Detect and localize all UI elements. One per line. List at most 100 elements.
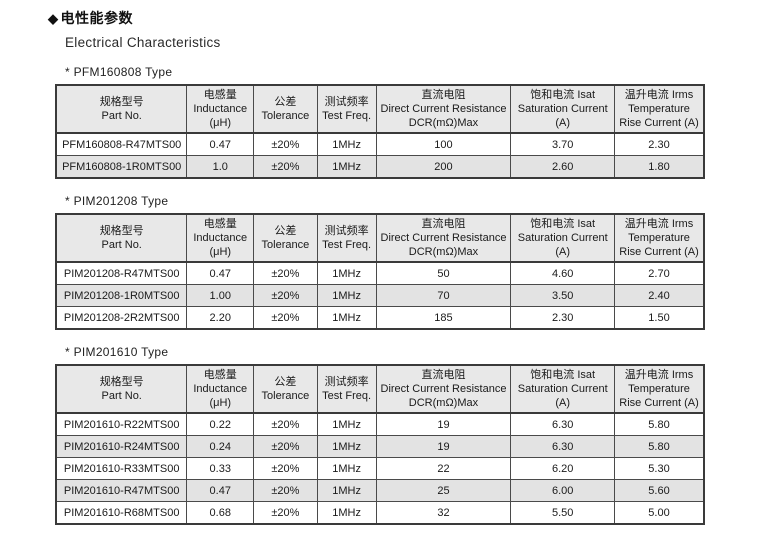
- cell-isat: 6.00: [510, 479, 616, 502]
- header-line: Part No.: [101, 110, 142, 122]
- header-line: 测试频率: [324, 376, 369, 388]
- cell-irms: 2.40: [614, 284, 705, 307]
- column-header-irms: 温升电流 Irms Temperature Rise Current (A): [614, 364, 705, 414]
- header-row: 规格型号 Part No. 电感量 Inductance (μH) 公差 Tolerance…: [55, 84, 705, 134]
- header-line: Saturation Current: [517, 383, 608, 395]
- page-subtitle: Electrical Characteristics: [65, 35, 221, 50]
- header-line: 公差: [274, 225, 297, 237]
- cell-tolerance: ±20%: [253, 501, 318, 525]
- cell-irms: 5.80: [614, 435, 705, 458]
- cell-part_no: PFM160808-1R0MTS00: [55, 155, 188, 179]
- header-line: Tolerance: [261, 390, 310, 402]
- cell-isat: 6.20: [510, 457, 616, 480]
- table-row: PIM201610-R47MTS00 0.47 ±20% 1MHz 25 6.00 5.60: [55, 479, 705, 502]
- column-header-irms: 温升电流 Irms Temperature Rise Current (A): [614, 84, 705, 134]
- cell-part_no: PIM201610-R22MTS00: [55, 412, 188, 436]
- cell-test_freq: 1MHz: [316, 479, 377, 502]
- cell-dcr: 19: [375, 412, 512, 436]
- cell-part_no: PIM201208-2R2MTS00: [55, 306, 188, 330]
- header-line: 温升电流 Irms: [624, 369, 694, 381]
- column-header-isat: 饱和电流 Isat Saturation Current (A): [510, 84, 616, 134]
- cell-irms: 1.80: [614, 155, 705, 179]
- header-line: Temperature: [628, 383, 690, 395]
- column-header-irms: 温升电流 Irms Temperature Rise Current (A): [614, 213, 705, 263]
- tables-container: * PFM160808 Type 规格型号 Part No. 电感量 Inductanc…: [48, 65, 766, 525]
- cell-tolerance: ±20%: [253, 457, 318, 480]
- header-line: Saturation Current: [517, 232, 608, 244]
- cell-tolerance: ±20%: [253, 132, 318, 156]
- table-row: PIM201610-R24MTS00 0.24 ±20% 1MHz 19 6.30 5.80: [55, 435, 705, 458]
- cell-isat: 2.60: [510, 155, 616, 179]
- header-line: Rise Current (A): [619, 397, 699, 409]
- header-line: (μH): [209, 397, 232, 409]
- section-label: * PIM201610 Type: [65, 345, 169, 359]
- column-header-part_no: 规格型号 Part No.: [55, 364, 188, 414]
- cell-isat: 5.50: [510, 501, 616, 525]
- header-line: (A): [555, 117, 571, 129]
- cell-dcr: 25: [375, 479, 512, 502]
- cell-isat: 2.30: [510, 306, 616, 330]
- header-line: 规格型号: [99, 96, 144, 108]
- header-line: (A): [555, 246, 571, 258]
- cell-part_no: PIM201610-R47MTS00: [55, 479, 188, 502]
- cell-tolerance: ±20%: [253, 435, 318, 458]
- cell-test_freq: 1MHz: [316, 306, 377, 330]
- header-line: 测试频率: [324, 225, 369, 237]
- cell-dcr: 50: [375, 261, 512, 285]
- cell-irms: 1.50: [614, 306, 705, 330]
- header-line: Rise Current (A): [619, 246, 699, 258]
- header-line: (μH): [209, 246, 232, 258]
- cell-isat: 6.30: [510, 412, 616, 436]
- cell-inductance: 0.33: [186, 457, 255, 480]
- cell-tolerance: ±20%: [253, 412, 318, 436]
- cell-test_freq: 1MHz: [316, 132, 377, 156]
- cell-test_freq: 1MHz: [316, 412, 377, 436]
- spec-table: 规格型号 Part No. 电感量 Inductance (μH) 公差 Tolerance…: [55, 213, 705, 330]
- header-line: 温升电流 Irms: [624, 218, 694, 230]
- column-header-tolerance: 公差 Tolerance: [253, 364, 318, 414]
- cell-inductance: 2.20: [186, 306, 255, 330]
- cell-dcr: 22: [375, 457, 512, 480]
- cell-tolerance: ±20%: [253, 306, 318, 330]
- column-header-dcr: 直流电阻 Direct Current Resistance DCR(mΩ)Max: [375, 213, 512, 263]
- cell-isat: 3.50: [510, 284, 616, 307]
- column-header-part_no: 规格型号 Part No.: [55, 213, 188, 263]
- cell-irms: 2.70: [614, 261, 705, 285]
- header-line: 公差: [274, 96, 297, 108]
- diamond-icon: ◆: [48, 11, 59, 26]
- cell-dcr: 19: [375, 435, 512, 458]
- header-line: Test Freq.: [322, 110, 372, 122]
- table-row: PIM201610-R68MTS00 0.68 ±20% 1MHz 32 5.50 5.00: [55, 501, 705, 525]
- header-line: 测试频率: [324, 96, 369, 108]
- cell-irms: 2.30: [614, 132, 705, 156]
- cell-irms: 5.80: [614, 412, 705, 436]
- header-line: Part No.: [101, 239, 142, 251]
- table-section-0: * PFM160808 Type 规格型号 Part No. 电感量 Inductanc…: [55, 65, 766, 179]
- column-header-test_freq: 测试频率 Test Freq.: [316, 84, 377, 134]
- cell-isat: 6.30: [510, 435, 616, 458]
- cell-tolerance: ±20%: [253, 284, 318, 307]
- header-line: 公差: [274, 376, 297, 388]
- header-line: Tolerance: [261, 110, 310, 122]
- header-line: (μH): [209, 117, 232, 129]
- cell-test_freq: 1MHz: [316, 501, 377, 525]
- header-line: Saturation Current: [517, 103, 608, 115]
- header-line: 温升电流 Irms: [624, 89, 694, 101]
- cell-inductance: 0.24: [186, 435, 255, 458]
- cell-part_no: PFM160808-R47MTS00: [55, 132, 188, 156]
- table-row: PIM201208-2R2MTS00 2.20 ±20% 1MHz 185 2.30 1.5…: [55, 306, 705, 330]
- page-title: ◆ 电性能参数: [48, 8, 766, 28]
- cell-tolerance: ±20%: [253, 261, 318, 285]
- table-row: PFM160808-1R0MTS00 1.0 ±20% 1MHz 200 2.60 1.80: [55, 155, 705, 179]
- header-line: Test Freq.: [322, 390, 372, 402]
- column-header-test_freq: 测试频率 Test Freq.: [316, 364, 377, 414]
- cell-part_no: PIM201208-R47MTS00: [55, 261, 188, 285]
- cell-part_no: PIM201208-1R0MTS00: [55, 284, 188, 307]
- cell-dcr: 32: [375, 501, 512, 525]
- table-section-2: * PIM201610 Type 规格型号 Part No. 电感量 Inductanc…: [55, 345, 766, 525]
- header-row: 规格型号 Part No. 电感量 Inductance (μH) 公差 Tolerance…: [55, 213, 705, 263]
- cell-inductance: 0.47: [186, 261, 255, 285]
- cell-dcr: 100: [375, 132, 512, 156]
- header-line: 直流电阻: [421, 369, 466, 381]
- header-line: 饱和电流 Isat: [530, 89, 596, 101]
